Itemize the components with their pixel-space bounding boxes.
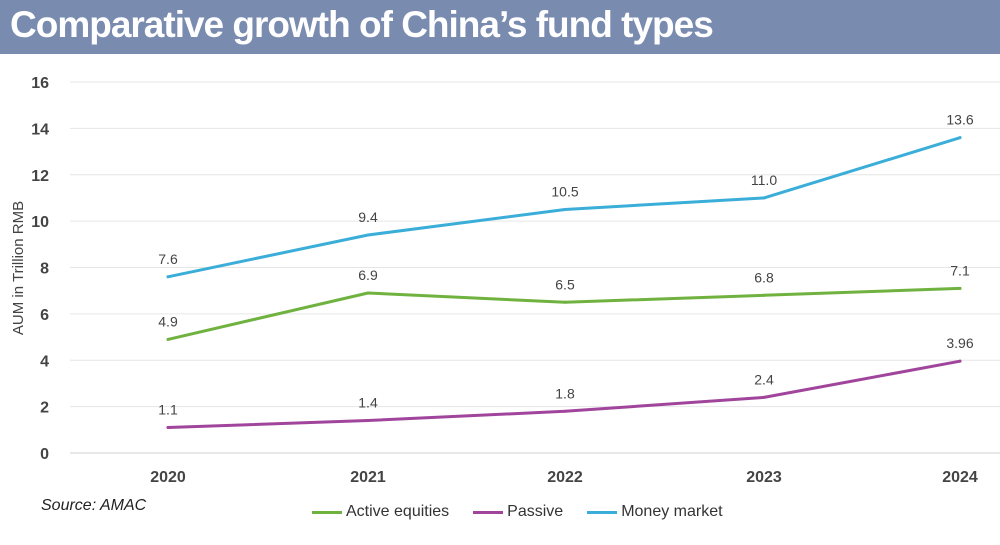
data-label: 3.96 [946, 335, 973, 351]
data-point [958, 136, 962, 140]
y-tick-label: 4 [40, 353, 49, 370]
legend-swatch [312, 510, 342, 514]
data-label: 2.4 [754, 371, 774, 387]
data-point [762, 293, 766, 297]
title-banner: Comparative growth of China’s fund types [0, 0, 1000, 54]
data-point [563, 409, 567, 413]
y-axis-label: AUM in Trillion RMB [10, 201, 27, 335]
data-label: 13.6 [946, 112, 973, 128]
y-tick-label: 2 [40, 400, 49, 417]
data-point [166, 425, 170, 429]
legend-label: Active equities [346, 503, 450, 520]
data-label: 6.8 [754, 269, 774, 285]
data-point [762, 395, 766, 399]
data-point [958, 359, 962, 363]
y-tick-label: 14 [31, 121, 49, 138]
legend-swatch [473, 510, 504, 514]
y-tick-label: 10 [31, 214, 49, 231]
x-tick-label: 2022 [547, 469, 583, 486]
data-point [563, 300, 567, 304]
legend-item: Passive [473, 503, 563, 521]
data-point [762, 196, 766, 200]
data-label: 4.9 [158, 313, 178, 329]
data-point [366, 419, 370, 423]
x-tick-label: 2024 [942, 469, 978, 486]
data-label: 6.9 [358, 267, 378, 283]
y-tick-label: 0 [40, 446, 49, 463]
data-label: 11.0 [751, 172, 777, 188]
data-label: 7.1 [950, 262, 970, 278]
x-tick-label: 2021 [350, 469, 386, 486]
y-tick-label: 8 [40, 261, 49, 278]
data-label: 1.1 [158, 401, 178, 417]
data-point [166, 275, 170, 279]
data-label: 6.5 [555, 276, 575, 292]
data-label: 10.5 [551, 184, 578, 200]
legend-item: Active equities [312, 503, 449, 521]
y-tick-label: 12 [31, 168, 49, 185]
source-note: Source: AMAC [41, 497, 147, 514]
chart-legend: Active equities Passive Money market [312, 502, 747, 522]
legend-swatch [587, 510, 618, 514]
data-point [366, 291, 370, 295]
chart-title: Comparative growth of China’s fund types [10, 4, 714, 45]
legend-label: Money market [621, 503, 723, 520]
x-tick-label: 2020 [150, 469, 186, 486]
y-tick-label: 6 [40, 307, 49, 324]
x-tick-label: 2023 [746, 469, 782, 486]
legend-label: Passive [507, 503, 564, 520]
data-point [166, 337, 170, 341]
data-label: 1.8 [555, 385, 575, 401]
data-point [958, 286, 962, 290]
y-tick-label: 16 [31, 75, 49, 92]
series-line [166, 136, 962, 279]
data-point [563, 208, 567, 212]
data-point [366, 233, 370, 237]
data-label: 1.4 [358, 395, 378, 411]
legend-item: Money market [587, 503, 723, 521]
data-label: 7.6 [158, 251, 178, 267]
data-label: 9.4 [358, 209, 378, 225]
